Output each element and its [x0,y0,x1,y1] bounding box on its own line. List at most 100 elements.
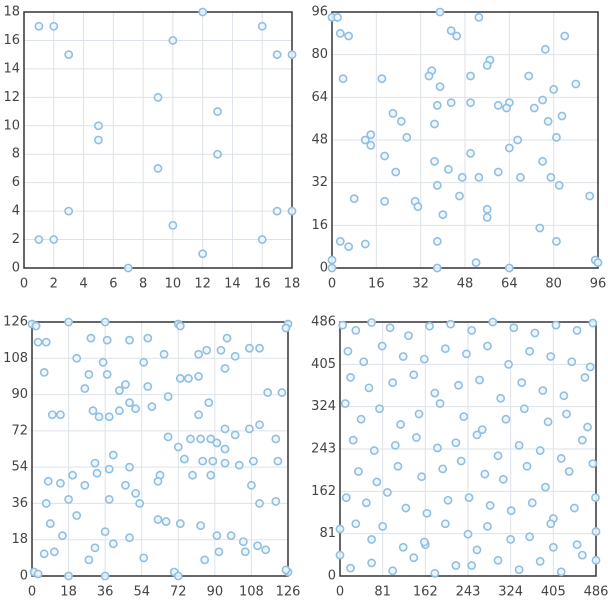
point [335,524,345,534]
point [159,349,169,359]
point [419,537,429,547]
x-tick-label: 96 [590,277,607,292]
point [467,561,477,570]
y-tick-label: 2 [12,232,20,247]
x-tick-label: 243 [456,585,481,600]
x-tick-label: 0 [336,585,344,600]
point [380,196,390,206]
point [72,353,82,363]
point [572,540,582,550]
point [226,531,236,541]
x-tick-label: 48 [457,277,474,292]
point [64,50,74,60]
point [438,464,448,474]
point [409,370,419,380]
point [114,386,124,395]
point [213,107,222,116]
point [493,100,503,110]
point [467,325,477,335]
point [220,458,230,468]
point [451,561,461,570]
x-tick-label: 10 [165,277,182,292]
point [272,206,282,216]
x-tick-label: 12 [194,277,211,292]
point [41,337,51,347]
point [238,537,248,547]
point [360,239,370,249]
x-tick-label: 486 [584,585,608,600]
point [175,519,185,528]
point [131,488,141,498]
point [104,412,114,422]
point [483,521,492,531]
point [135,499,145,508]
y-tick-label: 64 [311,90,328,105]
point [90,543,100,553]
point [493,167,503,177]
point [383,487,392,497]
point [212,438,222,448]
point [517,378,527,388]
point [196,521,206,531]
y-tick-label: 36 [11,496,28,511]
point [388,108,398,118]
point [220,424,230,434]
point [514,440,524,450]
x-tick-label: 6 [109,277,117,292]
point [413,202,423,212]
y-tick-label: 324 [311,399,336,414]
point [257,235,267,244]
point [488,317,498,327]
point [430,568,440,578]
y-tick-label: 12 [3,90,20,105]
x-tick-label: 0 [28,585,36,600]
point [346,563,355,573]
point [471,258,481,268]
point [287,206,297,216]
y-tick-label: 32 [311,175,328,190]
point [475,375,484,385]
y-tick-label: 16 [3,33,20,48]
point [348,435,358,445]
y-tick-label: 96 [311,5,328,20]
point [446,319,456,329]
point [446,98,456,108]
point [125,398,134,408]
plot-frame [31,321,289,577]
point [281,565,291,575]
x-tick-label: 54 [133,585,150,600]
point [212,531,222,541]
point [34,235,44,244]
point [414,409,424,419]
point [102,335,112,345]
point [377,74,387,84]
point [585,191,595,201]
point [47,410,57,420]
point [540,44,550,54]
point [354,467,363,476]
point [506,535,516,544]
point [104,464,114,474]
point [100,527,110,537]
point [375,404,384,414]
x-tick-label: 16 [368,277,385,292]
point [463,529,473,539]
point [346,372,355,382]
point [335,550,345,560]
y-tick-label: 0 [20,569,28,584]
point [366,140,376,150]
point [519,404,529,414]
point [435,7,445,17]
point [554,180,564,190]
point [271,497,281,506]
point [335,236,345,246]
point [100,317,110,327]
point [452,31,462,41]
x-tick-label: 90 [207,585,224,600]
point [485,501,495,510]
point [202,345,212,355]
point [49,21,59,31]
point [548,542,558,552]
point [253,541,262,551]
point [338,320,348,330]
